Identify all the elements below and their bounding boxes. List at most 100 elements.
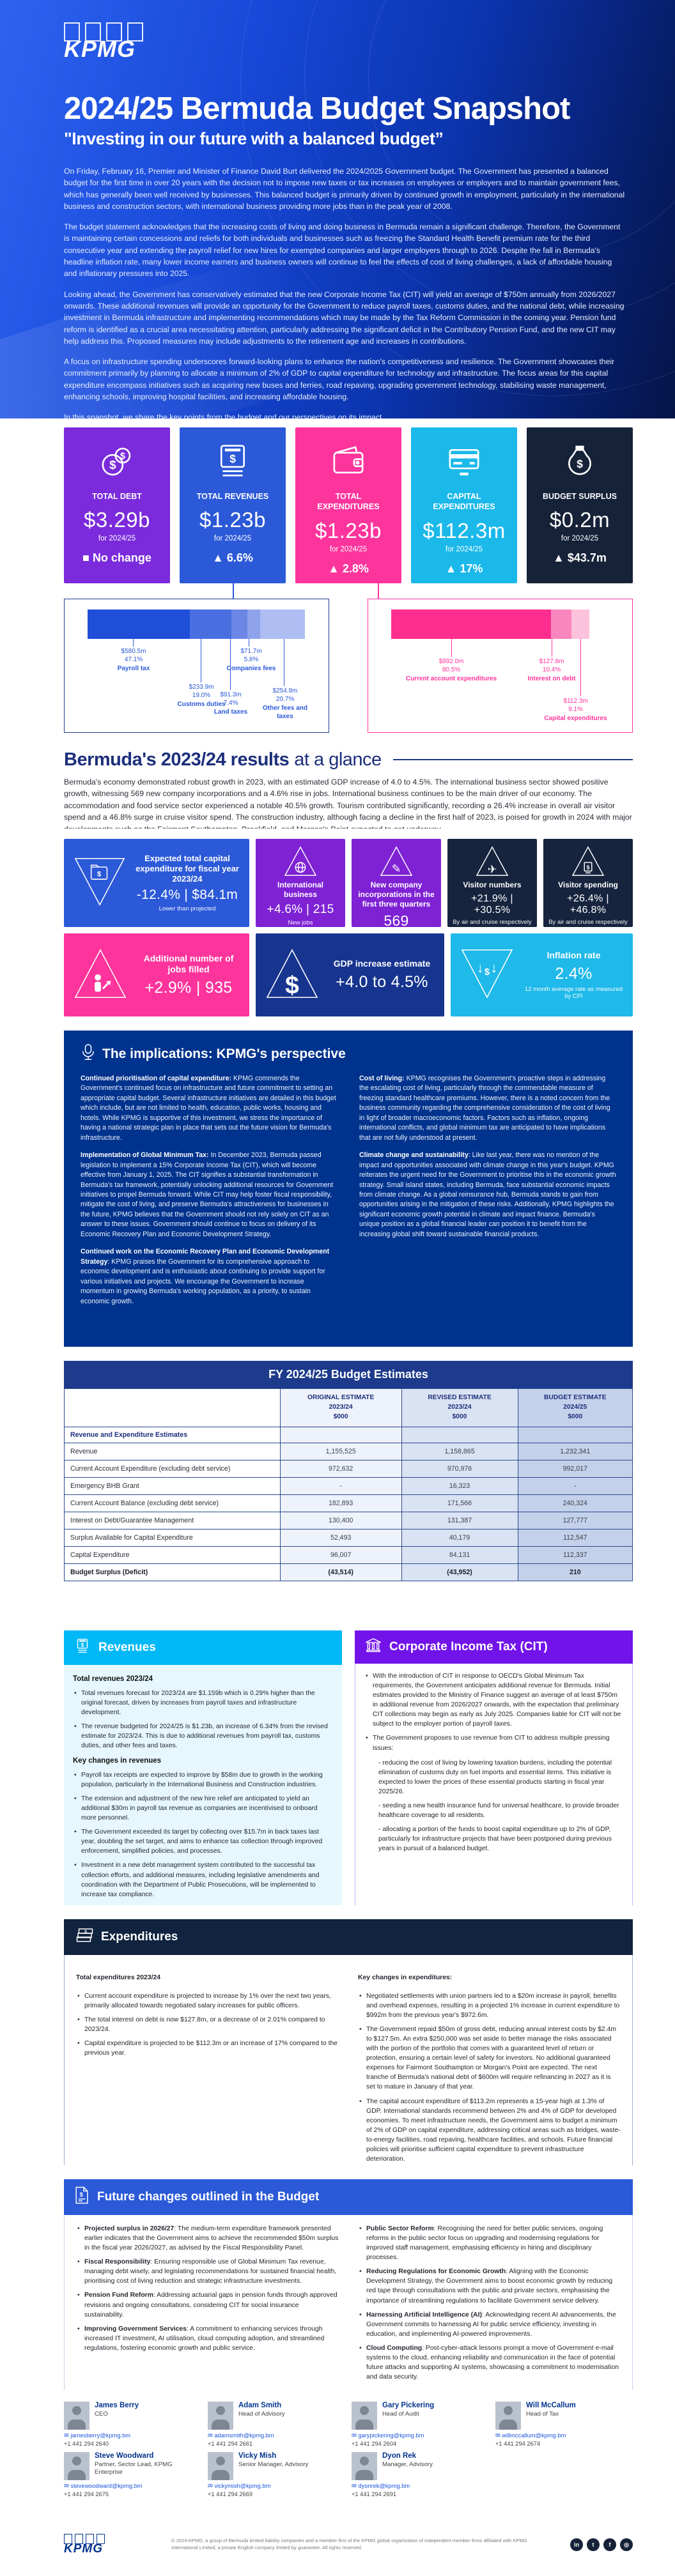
tile-international-business: International business +4.6% | 215 New j… [256,839,345,927]
segment-label: $892.0m 80.5% Current account expenditure… [405,658,497,682]
expenditures-left-column: Total expenditures 2023/24 Current accou… [76,1964,339,2161]
contact-email[interactable]: ✉ vickymish@kpmg.bm [208,2483,271,2489]
segment-label: $127.8m 10.4% Interest on debt [527,658,576,682]
segment-label: $580.5m 47.1% Payroll tax [117,648,150,672]
bar-segment-other-fees [260,610,305,639]
person-arrow-triangle-icon [73,947,128,1003]
cit-sub-item: - seeding a new health insurance fund fo… [378,1802,619,1820]
segment-label: $71.7m 5.8% Companies fees [226,648,276,672]
twitter-icon[interactable]: t [587,2538,600,2551]
contact-email[interactable]: ✉ adamsmith@kpmg.bm [208,2432,274,2439]
contact-photo [495,2402,521,2430]
contact-photo [64,2452,89,2480]
contact-name: Gary Pickering [382,2402,435,2409]
implication-item: Climate change and sustainability: Like … [359,1151,616,1238]
tile-heading: New company incorporations in the first … [358,880,435,908]
up-arrow-icon: ▲ [212,551,224,565]
cash-dispenser-icon: $ [74,1637,91,1658]
tile-value: +4.6% | 215 [267,903,334,916]
breakdown-charts: $580.5m 47.1% Payroll tax $233.9m 19.0% Cu… [64,583,633,733]
bullet-item: Pension Fund Reform: Addressing actuaria… [76,2290,339,2319]
bar-segment-current-account [391,610,551,639]
contact-email[interactable]: ✉ willmccallum@kpmg.bm [495,2432,566,2439]
stat-label: Capital Expenditures [433,492,495,512]
pencil-triangle-icon: ✎ [379,845,414,880]
tile-heading: Expected total capital expenditure for f… [136,853,239,884]
atm-icon: $ [180,441,286,481]
tile-visitor-numbers: ✈ Visitor numbers +21.9% | +30.5% By air… [447,839,537,927]
bullet-item: Cloud Computing: Post-cyber-attack lesso… [358,2343,621,2382]
tile-sub: Lower than projected [159,905,216,913]
expenditures-header: $ Expenditures [64,1919,633,1955]
bullet-item: Reducing Regulations for Economic Growth… [358,2267,621,2305]
contact-email[interactable]: ✉ garypickering@kpmg.bm [352,2432,424,2439]
tile-heading: Additional number of jobs filled [143,953,234,975]
bullet-item: Public Sector Reform: Recognising the ne… [358,2224,621,2262]
table-total-row: Budget Surplus (Deficit) (43,514) (43,952)… [64,1563,633,1581]
tile-value: -12.4% | $84.1m [136,887,238,903]
bullet-item: Projected surplus in 2026/27: The medium… [76,2224,339,2253]
document-dollar-icon: $ [74,2186,89,2208]
ticket-triangle-icon: $ [571,845,605,880]
bar-segment-companies-fees [247,610,260,639]
bar-segment-land-taxes [231,610,247,639]
stat-change: ■ No change [82,551,151,565]
svg-text:$: $ [485,967,490,977]
future-right-column: Public Sector Reform: Recognising the ne… [358,2224,621,2386]
bullet-item: The extension and adjustment of the new … [73,1794,333,1823]
svg-text:↓: ↓ [490,960,497,976]
contact-email[interactable]: ✉ stevewoodward@kpmg.bm [64,2483,143,2489]
kpmg-logo-squares [64,22,160,45]
tile-heading: Visitor spending [558,880,618,889]
glance-heading-bold: Bermuda's 2023/24 results [64,749,290,770]
contact-email[interactable]: ✉ jamesberry@kpmg.bm [64,2432,131,2439]
expenditures-subheading: Key changes in expenditures: [358,1974,453,1981]
bullet-item: Payroll tax receipts are expected to imp… [73,1770,333,1790]
tile-sub: By air and cruise respectively [453,919,532,926]
dollar-triangle-icon: $ [265,947,320,1003]
up-arrow-icon: ▲ [553,551,564,565]
svg-text:↓: ↓ [477,960,484,976]
linkedin-icon[interactable]: in [570,2538,583,2551]
svg-text:$: $ [120,452,125,462]
revenues-breakdown-chart: $580.5m 47.1% Payroll tax $233.9m 19.0% Cu… [64,583,329,733]
tile-jobs-filled: Additional number of jobs filled +2.9% |… [64,933,249,1016]
contact-email[interactable]: ✉ dyonrek@kpmg.bm [352,2483,410,2489]
contact-phone: +1 441 294 2661 [208,2441,253,2447]
tile-inflation-rate: ↓ ↓ $ Inflation rate 2.4% 12 month avera… [451,933,633,1016]
wallet-icon [295,441,401,481]
tile-value: +4.0 to 4.5% [336,972,428,991]
bullet-item: Capital expenditure is projected to be $… [76,2039,339,2058]
stat-change: ▲ 2.8% [328,562,369,575]
leader-line [580,639,581,696]
facebook-icon[interactable]: f [603,2538,616,2551]
table-header-blank [64,1388,281,1427]
contact-card: Dyon Rek Manager, Advisory ✉ dyonrek@kpm… [352,2452,489,2497]
stat-card-capital-expenditures: Capital Expenditures $112.3m for 2024/25… [411,427,517,583]
table-title: FY 2024/25 Budget Estimates [64,1361,633,1388]
bullet-item: With the introduction of CIT in response… [364,1671,623,1729]
stat-card-total-revenues: $ Total Revenues $1.23b for 2024/25 ▲ 6.6… [180,427,286,583]
table-header-original: Original estimate 2023/24 $000 [279,1388,402,1427]
contact-title: CEO [95,2411,108,2418]
dollar-down-arrows-triangle-icon: ↓ ↓ $ [460,947,515,1003]
contacts-section: James Berry CEO ✉ jamesberry@kpmg.bm +1 … [64,2402,633,2510]
kpmg-logo-footer: KPMG [64,2533,160,2556]
contact-photo [352,2402,377,2430]
svg-text:$: $ [587,864,590,871]
revenues-subheading: Total revenues 2023/24 [73,1675,153,1683]
leader-line [230,639,231,690]
globe-triangle-icon [283,845,318,880]
expenditures-breakdown-chart: $892.0m 80.5% Current account expenditure… [368,583,633,733]
tile-heading: International business [277,880,323,899]
leader-line [451,639,452,657]
credit-card-icon [411,441,517,481]
cit-sub-item: - reducing the cost of living by lowerin… [378,1759,612,1795]
instagram-icon[interactable]: ◎ [620,2538,633,2551]
kpmg-logo-squares [64,2533,160,2547]
svg-text:$: $ [109,458,116,471]
revenues-header: $ Revenues [64,1630,342,1665]
bullet-item: The Government exceeded its target by co… [73,1827,333,1856]
revenues-subheading: Key changes in revenues [73,1757,162,1765]
no-change-icon: ■ [82,551,89,565]
